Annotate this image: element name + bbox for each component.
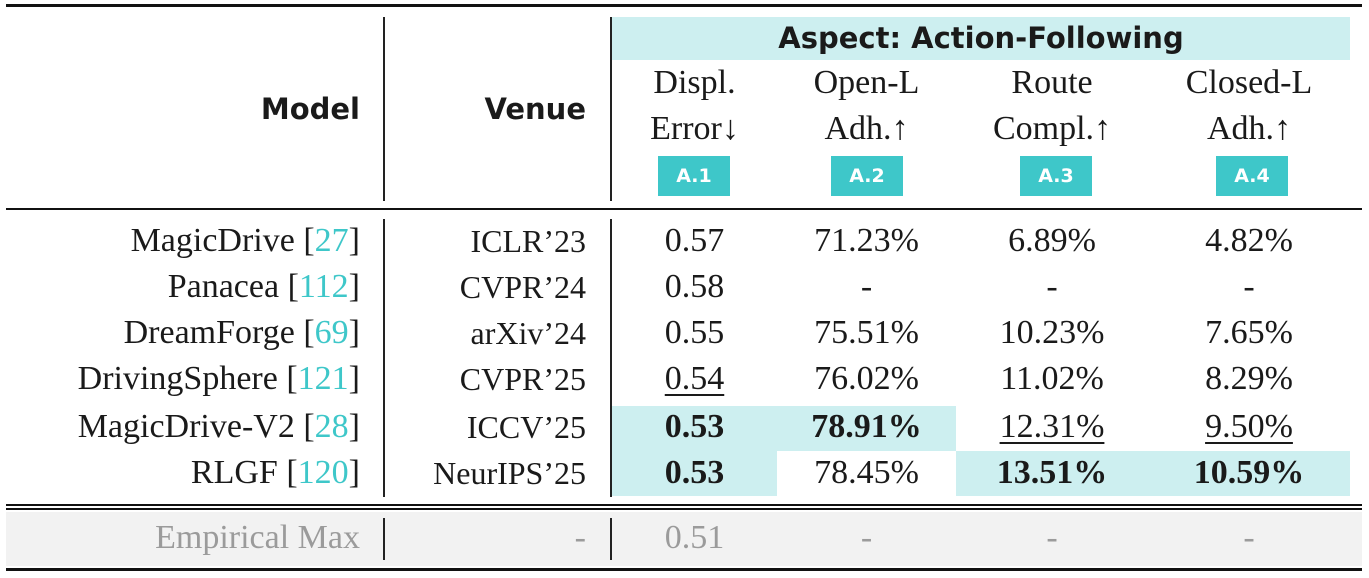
table-row-model: RLGF [120]	[190, 454, 360, 491]
aspect-header-highlight	[612, 17, 1350, 60]
badge-a1: A.1	[658, 156, 730, 196]
venue-column-header: Venue	[484, 92, 587, 126]
table-row-model: MagicDrive-V2 [28]	[77, 408, 360, 445]
vline-body-2	[610, 219, 612, 497]
value-a1: 0.55	[664, 314, 725, 351]
venue-cell: CVPR’25	[459, 361, 586, 397]
best-value-a1: 0.53	[664, 408, 725, 445]
model-name: Panacea	[167, 268, 280, 305]
value-a3: 10.23%	[999, 314, 1105, 351]
venue-cell: ICCV’25	[466, 409, 586, 445]
venue-cell: arXiv’24	[470, 315, 586, 351]
second-best-value: 0.54	[664, 360, 725, 397]
value-a1: 0.54	[612, 356, 777, 402]
table-row-model: MagicDrive [27]	[130, 222, 360, 259]
venue-cell: NeurIPS’25	[433, 455, 586, 491]
empirical-max-a2: -	[860, 519, 873, 556]
col-a1-line1: Displ.	[653, 64, 736, 101]
value-a2: 76.02%	[814, 360, 919, 397]
best-value-a3: 13.51%	[996, 454, 1108, 491]
value-a3: 12.31%	[956, 404, 1148, 450]
best-value-a1: 0.53	[664, 454, 725, 491]
citation-link[interactable]: 28	[314, 408, 349, 445]
value-a3: 11.02%	[1000, 360, 1104, 397]
empirical-max-a3: -	[1046, 519, 1058, 556]
table-row-model: DreamForge [69]	[123, 314, 360, 351]
value-a3: 6.89%	[1008, 222, 1096, 259]
citation-link[interactable]: 121	[297, 360, 349, 397]
aspect-header: Aspect: Action-Following	[778, 21, 1184, 55]
value-a3: -	[1046, 268, 1058, 305]
best-value-a4: 10.59%	[1193, 454, 1305, 491]
best-value-a2: 78.91%	[811, 408, 922, 445]
vline-header-2	[610, 17, 612, 201]
model-name: MagicDrive	[130, 222, 295, 259]
value-a2: 75.51%	[814, 314, 919, 351]
model-name: RLGF	[190, 454, 278, 491]
best-highlight-r5-c1	[612, 406, 777, 451]
vline-footer-1	[383, 518, 385, 560]
venue-cell: ICLR’23	[470, 223, 586, 259]
value-a2: 71.23%	[814, 222, 919, 259]
col-a4-line2: Adh.↑	[1206, 110, 1292, 147]
badge-a2: A.2	[831, 156, 903, 196]
vline-footer-2	[610, 518, 612, 560]
best-highlight-r6-c4	[1148, 451, 1350, 496]
best-highlight-r5-c2	[777, 406, 956, 451]
col-a2-line2: Adh.↑	[824, 110, 909, 147]
top-rule	[6, 4, 1362, 7]
col-a4-line1: Closed-L	[1185, 64, 1313, 101]
value-a4: 8.29%	[1205, 360, 1293, 397]
table-row-model: Panacea [112]	[167, 268, 360, 305]
footer-row-background	[6, 512, 1362, 566]
value-a2: -	[860, 268, 873, 305]
value-a4: 9.50%	[1148, 404, 1350, 450]
venue-cell: CVPR’24	[459, 269, 586, 305]
badge-a3: A.3	[1020, 156, 1092, 196]
vline-body-1	[383, 219, 385, 497]
citation-link[interactable]: 27	[314, 222, 349, 259]
table-row-model: DrivingSphere [121]	[77, 360, 360, 397]
citation-link[interactable]: 120	[297, 454, 349, 491]
value-a1: 0.57	[664, 222, 725, 259]
model-name: MagicDrive-V2	[77, 408, 295, 445]
model-column-header: Model	[260, 92, 360, 126]
col-a3-line1: Route	[1011, 64, 1093, 101]
best-highlight-r6-c3	[956, 451, 1148, 496]
body-rule-2	[6, 508, 1362, 510]
col-a3-line2: Compl.↑	[992, 110, 1112, 147]
model-name: DrivingSphere	[77, 360, 278, 397]
body-rule-1	[6, 504, 1362, 506]
empirical-max-a4: -	[1243, 519, 1255, 556]
value-a4: -	[1243, 268, 1255, 305]
vline-header-1	[383, 17, 385, 201]
best-highlight-r6-c1	[612, 451, 777, 496]
empirical-max-label: Empirical Max	[155, 519, 360, 556]
value-a2: 78.45%	[814, 454, 919, 491]
value-a1: 0.58	[664, 268, 725, 305]
value-a4: 7.65%	[1205, 314, 1293, 351]
col-a1-line2: Error↓	[650, 110, 739, 147]
second-best-value: 12.31%	[999, 408, 1105, 445]
header-rule	[6, 208, 1362, 210]
empirical-max-a1: 0.51	[664, 519, 725, 556]
col-a2-line1: Open-L	[813, 64, 920, 101]
bottom-rule	[6, 568, 1362, 571]
citation-link[interactable]: 112	[298, 268, 349, 305]
badge-a4: A.4	[1216, 156, 1288, 196]
model-name: DreamForge	[123, 314, 295, 351]
second-best-value: 9.50%	[1205, 408, 1293, 445]
empirical-max-venue: -	[574, 519, 586, 556]
citation-link[interactable]: 69	[314, 314, 349, 351]
value-a4: 4.82%	[1205, 222, 1293, 259]
